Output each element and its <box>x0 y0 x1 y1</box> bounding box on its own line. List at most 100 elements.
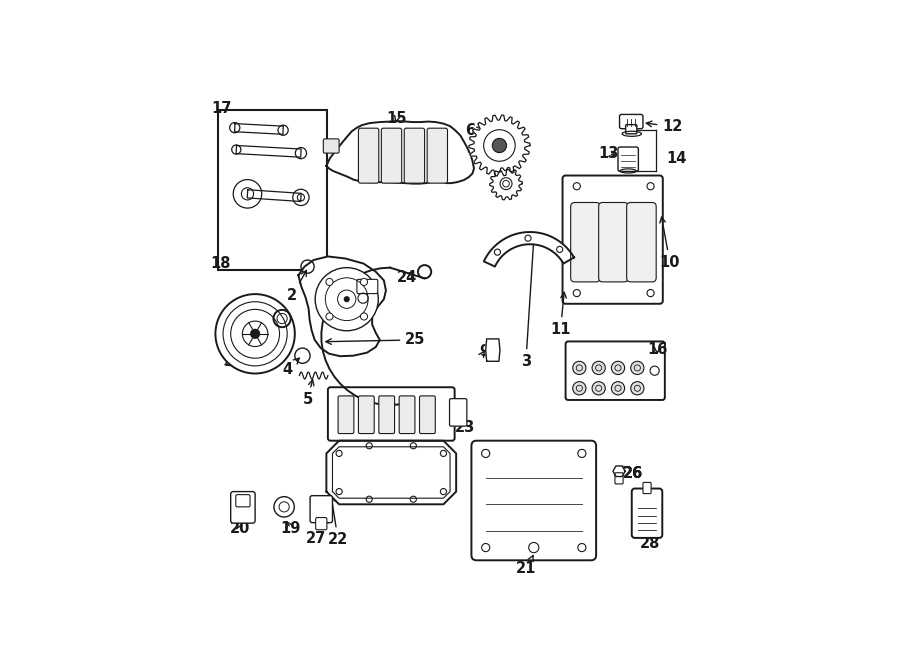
Text: 1: 1 <box>223 354 233 369</box>
FancyBboxPatch shape <box>632 488 662 538</box>
Text: 26: 26 <box>617 466 644 481</box>
Polygon shape <box>469 115 530 176</box>
Circle shape <box>528 543 539 553</box>
Polygon shape <box>327 121 474 184</box>
Text: 5: 5 <box>302 379 314 407</box>
Text: 3: 3 <box>521 234 536 369</box>
FancyBboxPatch shape <box>562 176 662 304</box>
Circle shape <box>647 182 654 190</box>
Text: 7: 7 <box>274 319 284 336</box>
Text: 18: 18 <box>211 256 231 271</box>
Circle shape <box>578 543 586 552</box>
FancyBboxPatch shape <box>382 128 401 183</box>
Circle shape <box>578 449 586 457</box>
Polygon shape <box>490 167 522 200</box>
Text: 16: 16 <box>647 342 668 356</box>
Circle shape <box>650 366 659 375</box>
Polygon shape <box>613 466 626 477</box>
FancyBboxPatch shape <box>236 494 250 507</box>
Text: 24: 24 <box>397 270 417 286</box>
Circle shape <box>572 362 586 375</box>
Circle shape <box>647 290 654 297</box>
Text: 19: 19 <box>281 521 301 535</box>
Circle shape <box>344 296 350 302</box>
Circle shape <box>572 381 586 395</box>
FancyBboxPatch shape <box>626 125 637 134</box>
Text: 26: 26 <box>617 466 644 481</box>
Text: 28: 28 <box>635 512 660 551</box>
FancyBboxPatch shape <box>323 139 339 153</box>
Text: 25: 25 <box>326 332 426 348</box>
Text: 9: 9 <box>479 344 490 359</box>
Circle shape <box>592 362 606 375</box>
Text: 22: 22 <box>328 496 348 547</box>
FancyBboxPatch shape <box>316 518 327 529</box>
Circle shape <box>573 290 580 297</box>
FancyBboxPatch shape <box>230 492 255 523</box>
FancyBboxPatch shape <box>338 396 354 434</box>
FancyBboxPatch shape <box>643 483 651 494</box>
FancyBboxPatch shape <box>428 128 447 183</box>
Circle shape <box>326 278 333 286</box>
FancyBboxPatch shape <box>626 202 656 282</box>
Circle shape <box>326 313 333 320</box>
FancyBboxPatch shape <box>358 128 379 183</box>
Text: 11: 11 <box>550 292 571 337</box>
FancyBboxPatch shape <box>328 387 454 441</box>
Circle shape <box>482 449 490 457</box>
Text: 17: 17 <box>211 101 231 116</box>
Text: 15: 15 <box>386 111 407 126</box>
Text: 27: 27 <box>306 517 328 546</box>
Circle shape <box>592 381 606 395</box>
FancyBboxPatch shape <box>571 202 600 282</box>
Text: 12: 12 <box>646 119 683 134</box>
Polygon shape <box>484 232 574 266</box>
FancyBboxPatch shape <box>358 396 374 434</box>
Polygon shape <box>248 190 302 202</box>
FancyBboxPatch shape <box>400 396 415 434</box>
Circle shape <box>360 313 367 320</box>
Text: 6: 6 <box>464 123 482 137</box>
Text: 23: 23 <box>454 414 475 435</box>
Text: 21: 21 <box>517 555 536 576</box>
Text: 2: 2 <box>287 270 306 303</box>
Text: 10: 10 <box>660 217 680 270</box>
Text: 14: 14 <box>666 151 687 166</box>
Circle shape <box>492 138 507 153</box>
Circle shape <box>631 362 644 375</box>
Circle shape <box>250 329 260 339</box>
Polygon shape <box>299 256 386 356</box>
Circle shape <box>274 496 294 517</box>
FancyBboxPatch shape <box>618 147 638 171</box>
Polygon shape <box>327 441 456 504</box>
Bar <box>218 110 328 270</box>
Text: 8: 8 <box>495 161 506 176</box>
Circle shape <box>500 178 512 190</box>
Circle shape <box>611 362 625 375</box>
FancyBboxPatch shape <box>565 342 665 400</box>
Polygon shape <box>235 124 284 134</box>
Circle shape <box>483 130 515 161</box>
Circle shape <box>360 278 367 286</box>
Text: 4: 4 <box>282 358 300 377</box>
FancyBboxPatch shape <box>379 396 394 434</box>
Circle shape <box>631 381 644 395</box>
Polygon shape <box>236 145 302 157</box>
Polygon shape <box>486 339 500 362</box>
Circle shape <box>482 543 490 552</box>
FancyBboxPatch shape <box>615 473 623 484</box>
Circle shape <box>315 268 378 330</box>
FancyBboxPatch shape <box>619 114 643 129</box>
FancyBboxPatch shape <box>598 202 628 282</box>
FancyBboxPatch shape <box>419 396 436 434</box>
Circle shape <box>573 182 580 190</box>
FancyBboxPatch shape <box>449 399 467 426</box>
FancyBboxPatch shape <box>310 496 332 523</box>
Circle shape <box>215 294 295 373</box>
Text: 20: 20 <box>230 521 250 535</box>
FancyBboxPatch shape <box>357 280 378 293</box>
Circle shape <box>611 381 625 395</box>
FancyBboxPatch shape <box>472 441 596 561</box>
FancyBboxPatch shape <box>404 128 425 183</box>
Text: 13: 13 <box>598 145 619 161</box>
